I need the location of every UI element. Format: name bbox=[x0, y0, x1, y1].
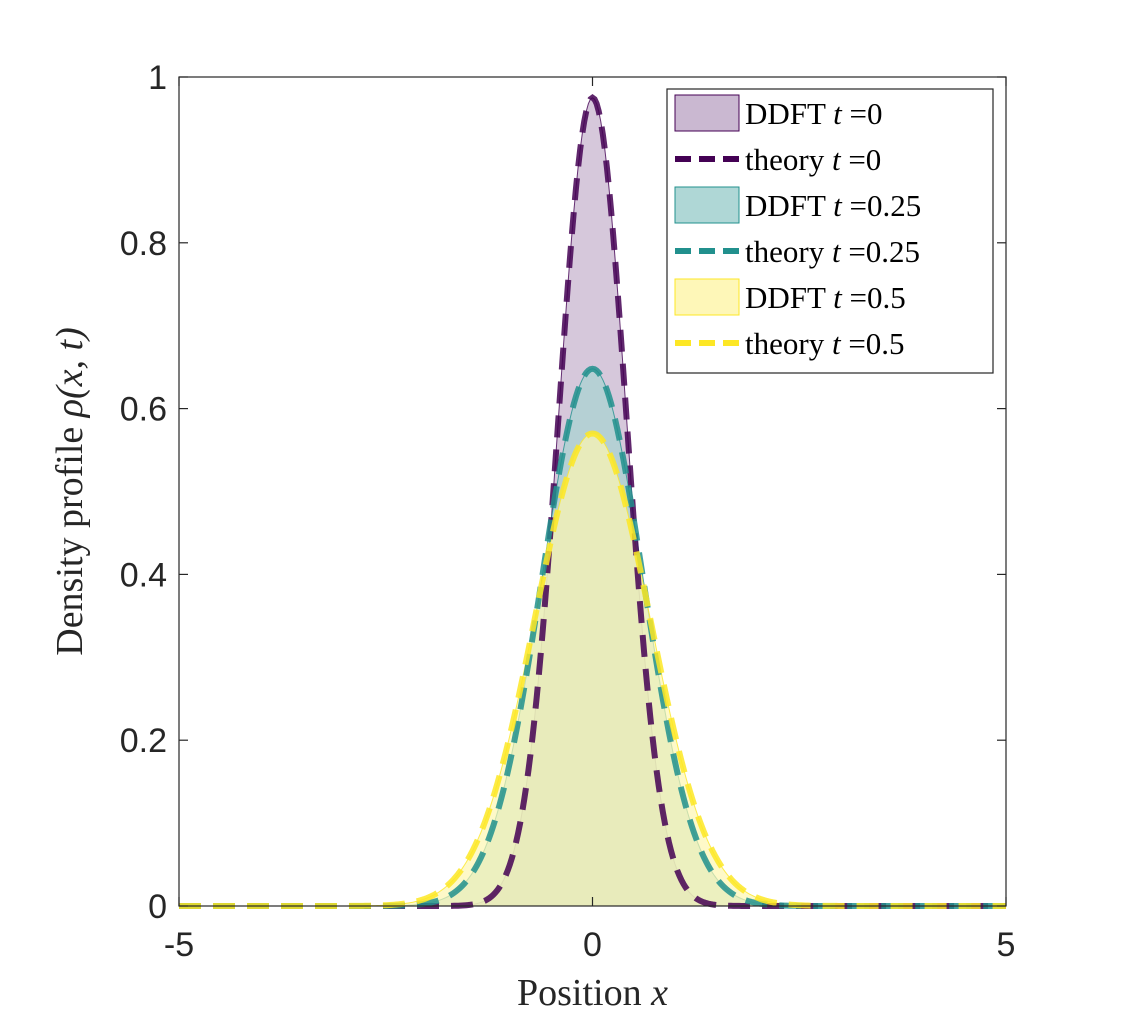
legend-label-value: =0 bbox=[841, 142, 882, 177]
legend-label-var: t bbox=[832, 326, 842, 361]
legend-label-text: theory bbox=[745, 234, 832, 269]
legend-label-value: =0.5 bbox=[842, 280, 906, 315]
legend-label-text: theory bbox=[745, 326, 832, 361]
legend-item-theory-t-0: theory t =0 bbox=[675, 142, 881, 177]
x-tick-label: 5 bbox=[997, 926, 1016, 964]
legend-item-theory-t-0-5: theory t =0.5 bbox=[675, 326, 905, 361]
legend-label-var: t bbox=[833, 188, 843, 223]
legend-label-var: t bbox=[833, 280, 843, 315]
legend-label: DDFT t =0.25 bbox=[745, 188, 921, 223]
legend-label: theory t =0 bbox=[745, 142, 881, 177]
legend-label-text: DDFT bbox=[745, 96, 833, 131]
legend-label-text: DDFT bbox=[745, 188, 833, 223]
legend-label-var: t bbox=[832, 142, 842, 177]
legend-item-ddft-t-0-25: DDFT t =0.25 bbox=[674, 186, 921, 224]
x-axis-label: Position x bbox=[517, 972, 668, 1014]
y-axis-label-var: ρ(x, t) bbox=[49, 327, 91, 418]
legend-swatch bbox=[674, 278, 740, 316]
x-axis-label-var: x bbox=[650, 972, 668, 1014]
legend-label-value: =0.25 bbox=[841, 234, 920, 269]
legend-item-ddft-t-0-5: DDFT t =0.5 bbox=[674, 278, 906, 316]
x-tick-label: -5 bbox=[164, 926, 194, 964]
y-axis-label: Density profile ρ(x, t) bbox=[49, 327, 91, 656]
legend-label-value: =0.25 bbox=[842, 188, 921, 223]
legend-box bbox=[666, 88, 994, 374]
tick-layer: 00.20.40.60.81-5 0 5 bbox=[120, 59, 1016, 964]
legend-label-text: DDFT bbox=[745, 280, 833, 315]
y-tick-label: 1 bbox=[148, 59, 167, 97]
x-axis-label-text: Position bbox=[517, 972, 651, 1014]
legend-item-ddft-t-0: DDFT t =0 bbox=[674, 94, 883, 132]
legend-label-text: theory bbox=[745, 142, 832, 177]
x-tick-label: 0 bbox=[583, 926, 602, 964]
legend-swatch bbox=[674, 186, 740, 224]
legend-item-theory-t-0-25: theory t =0.25 bbox=[675, 234, 920, 269]
y-tick-label: 0 bbox=[148, 888, 167, 926]
y-tick-label: 0.4 bbox=[120, 556, 167, 594]
legend-label-value: =0.5 bbox=[841, 326, 905, 361]
legend-label: theory t =0.25 bbox=[745, 234, 920, 269]
y-tick-label: 0.2 bbox=[120, 722, 167, 760]
legend-label: DDFT t =0.5 bbox=[745, 280, 906, 315]
y-axis-label-text: Density profile bbox=[49, 417, 91, 656]
y-tick-label: 0.6 bbox=[120, 391, 167, 429]
legend-swatch bbox=[674, 94, 740, 132]
legend-label-value: =0 bbox=[842, 96, 883, 131]
legend-label: DDFT t =0 bbox=[745, 96, 883, 131]
y-tick-label: 0.8 bbox=[120, 225, 167, 263]
legend-label-var: t bbox=[832, 234, 842, 269]
legend-label: theory t =0.5 bbox=[745, 326, 905, 361]
legend-label-var: t bbox=[833, 96, 843, 131]
